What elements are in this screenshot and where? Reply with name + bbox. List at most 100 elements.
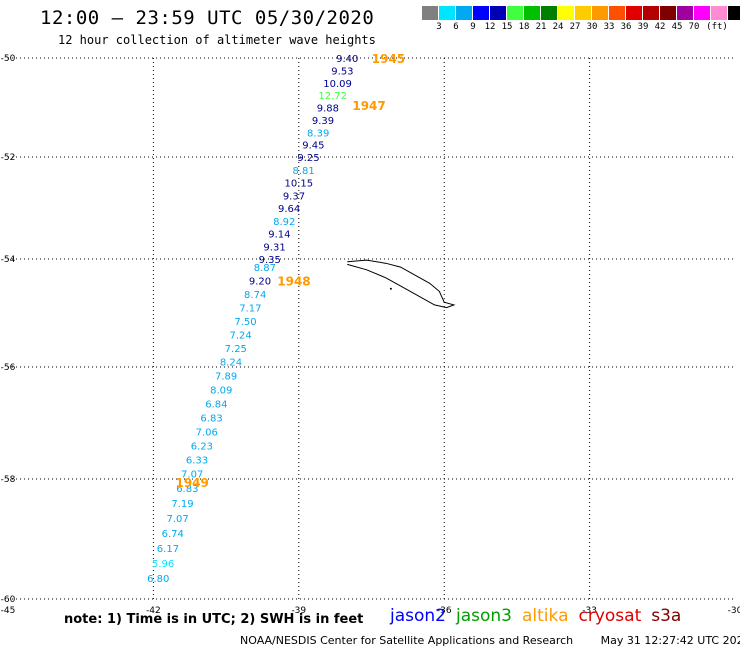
- swh-value-label: 8.92: [273, 217, 295, 228]
- scale-swatch: [643, 6, 660, 20]
- time-label: 1945: [372, 52, 405, 66]
- swh-value-label: 6.84: [205, 399, 227, 410]
- swh-value-label: 9.39: [312, 116, 334, 127]
- scale-label: 3: [436, 22, 442, 32]
- satellite-legend-altika: altika: [522, 606, 569, 626]
- footer: NOAA/NESDIS Center for Satellite Applica…: [240, 634, 740, 647]
- swh-value-label: 7.07: [181, 469, 203, 480]
- swh-value-label: 9.88: [317, 104, 339, 115]
- scale-label: 42: [654, 22, 666, 32]
- scale-swatch: [439, 6, 456, 20]
- scale-swatch: [575, 6, 592, 20]
- scale-swatch: [490, 6, 507, 20]
- scale-swatch: [422, 6, 439, 20]
- swh-value-label: 5.96: [152, 559, 174, 570]
- swh-value-label: 12.72: [318, 91, 347, 102]
- lat-tick-label: -58: [1, 475, 16, 485]
- satellite-legend-s3a: s3a: [651, 606, 682, 626]
- scale-label: 24: [552, 22, 564, 32]
- page-subtitle: 12 hour collection of altimeter wave hei…: [58, 33, 376, 47]
- lat-tick-label: -54: [1, 255, 16, 265]
- scale-swatch: [473, 6, 490, 20]
- color-scale-legend: [422, 6, 740, 20]
- scale-swatch: [677, 6, 694, 20]
- swh-value-label: 7.07: [167, 514, 189, 525]
- units-note: note: 1) Time is in UTC; 2) SWH is in fe…: [64, 612, 364, 627]
- scale-label: 70: [688, 22, 700, 32]
- scale-swatch: [660, 6, 677, 20]
- swh-value-label: 7.25: [225, 344, 247, 355]
- scale-label: 36: [620, 22, 632, 32]
- swh-value-label: 6.83: [200, 413, 222, 424]
- footer-credit: NOAA/NESDIS Center for Satellite Applica…: [240, 634, 574, 647]
- lat-tick-label: -52: [1, 153, 16, 163]
- lat-tick-label: -50: [1, 54, 16, 64]
- scale-label: 33: [603, 22, 615, 32]
- scale-swatch: [592, 6, 609, 20]
- scale-label: 39: [637, 22, 649, 32]
- scale-label: 18: [518, 22, 530, 32]
- scale-label: 21: [535, 22, 547, 32]
- swh-value-label: 6.33: [186, 455, 208, 466]
- swh-value-label: 8.74: [244, 290, 266, 301]
- swh-value-label: 6.23: [191, 441, 213, 452]
- swh-value-label: 7.24: [230, 331, 252, 342]
- swh-value-label: 7.06: [196, 427, 218, 438]
- lon-tick-label: -33: [582, 606, 597, 616]
- scale-label: 27: [569, 22, 581, 32]
- swh-value-label: 9.31: [263, 242, 285, 253]
- scale-swatch: [711, 6, 728, 20]
- swh-value-label: 6.83: [176, 484, 198, 495]
- time-label: 1949: [175, 476, 208, 490]
- swh-value-label: 6.80: [147, 574, 169, 585]
- lon-tick-label: -39: [291, 606, 306, 616]
- swh-value-label: 9.25: [297, 153, 319, 164]
- scale-label: 15: [501, 22, 513, 32]
- lon-tick-label: -30: [728, 606, 740, 616]
- swh-value-label: 7.89: [215, 371, 237, 382]
- satellite-legend: jason2 jason3 altika cryosat s3a: [390, 606, 691, 626]
- swh-value-label: 8.24: [220, 358, 242, 369]
- swh-value-label: 9.45: [302, 141, 324, 152]
- footer-timestamp: May 31 12:27:42 UTC 2020: [600, 634, 740, 647]
- swh-value-label: 8.87: [254, 263, 276, 274]
- swh-value-label: 8.81: [293, 166, 315, 177]
- lon-tick-label: -36: [437, 606, 452, 616]
- scale-label: (ft): [706, 22, 728, 32]
- page-title: 12:00 – 23:59 UTC 05/30/2020: [40, 7, 375, 29]
- scale-swatch: [524, 6, 541, 20]
- scale-swatch: [507, 6, 524, 20]
- swh-value-label: 7.50: [234, 317, 256, 328]
- time-label: 1947: [352, 99, 385, 113]
- scale-swatch: [609, 6, 626, 20]
- scale-label: 45: [671, 22, 683, 32]
- scale-swatch: [728, 6, 740, 20]
- coastline-islet: [389, 287, 392, 290]
- scale-label: 9: [470, 22, 476, 32]
- swh-value-label: 9.64: [278, 204, 300, 215]
- swh-value-label: 9.14: [268, 230, 290, 241]
- swh-value-label: 9.40: [336, 54, 358, 65]
- satellite-legend-cryosat: cryosat: [578, 606, 642, 626]
- swh-value-label: 10.15: [284, 179, 313, 190]
- swh-value-label: 7.19: [171, 499, 193, 510]
- swh-value-label: 8.39: [307, 128, 329, 139]
- scale-label: 30: [586, 22, 598, 32]
- lat-tick-label: -60: [1, 595, 16, 605]
- satellite-legend-jason2: jason2: [390, 606, 446, 626]
- scale-swatch: [541, 6, 558, 20]
- scale-swatch: [626, 6, 643, 20]
- swh-value-label: 9.37: [283, 191, 305, 202]
- scale-swatch: [694, 6, 711, 20]
- coastline-south-georgia: [347, 259, 456, 309]
- swh-value-label: 10.09: [323, 79, 352, 90]
- scale-swatch: [558, 6, 575, 20]
- swh-value-label: 8.09: [210, 385, 232, 396]
- lon-tick-label: -42: [146, 606, 161, 616]
- scale-label: 6: [453, 22, 459, 32]
- satellite-legend-jason3: jason3: [456, 606, 512, 626]
- lat-tick-label: -56: [1, 363, 16, 373]
- scale-label: 12: [484, 22, 496, 32]
